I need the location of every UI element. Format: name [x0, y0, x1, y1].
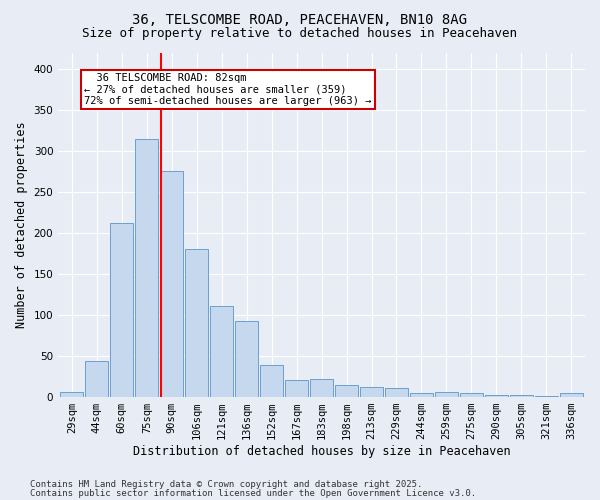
Bar	[385, 388, 408, 396]
Bar	[260, 366, 283, 396]
Text: 36, TELSCOMBE ROAD, PEACEHAVEN, BN10 8AG: 36, TELSCOMBE ROAD, PEACEHAVEN, BN10 8AG	[133, 12, 467, 26]
X-axis label: Distribution of detached houses by size in Peacehaven: Distribution of detached houses by size …	[133, 444, 511, 458]
Bar	[61, 392, 83, 396]
Text: Size of property relative to detached houses in Peacehaven: Size of property relative to detached ho…	[83, 26, 517, 40]
Bar	[235, 321, 258, 396]
Bar	[210, 306, 233, 396]
Bar	[110, 223, 133, 396]
Bar	[435, 392, 458, 396]
Bar	[136, 138, 158, 396]
Bar	[85, 362, 109, 396]
Bar	[560, 394, 583, 396]
Y-axis label: Number of detached properties: Number of detached properties	[15, 121, 28, 328]
Text: Contains HM Land Registry data © Crown copyright and database right 2025.: Contains HM Land Registry data © Crown c…	[30, 480, 422, 489]
Text: 36 TELSCOMBE ROAD: 82sqm  
← 27% of detached houses are smaller (359)
72% of sem: 36 TELSCOMBE ROAD: 82sqm ← 27% of detach…	[85, 73, 372, 106]
Bar	[510, 395, 533, 396]
Bar	[285, 380, 308, 396]
Bar	[485, 395, 508, 396]
Text: Contains public sector information licensed under the Open Government Licence v3: Contains public sector information licen…	[30, 488, 476, 498]
Bar	[185, 249, 208, 396]
Bar	[360, 387, 383, 396]
Bar	[335, 385, 358, 396]
Bar	[160, 172, 183, 396]
Bar	[310, 378, 333, 396]
Bar	[410, 394, 433, 396]
Bar	[460, 394, 483, 396]
